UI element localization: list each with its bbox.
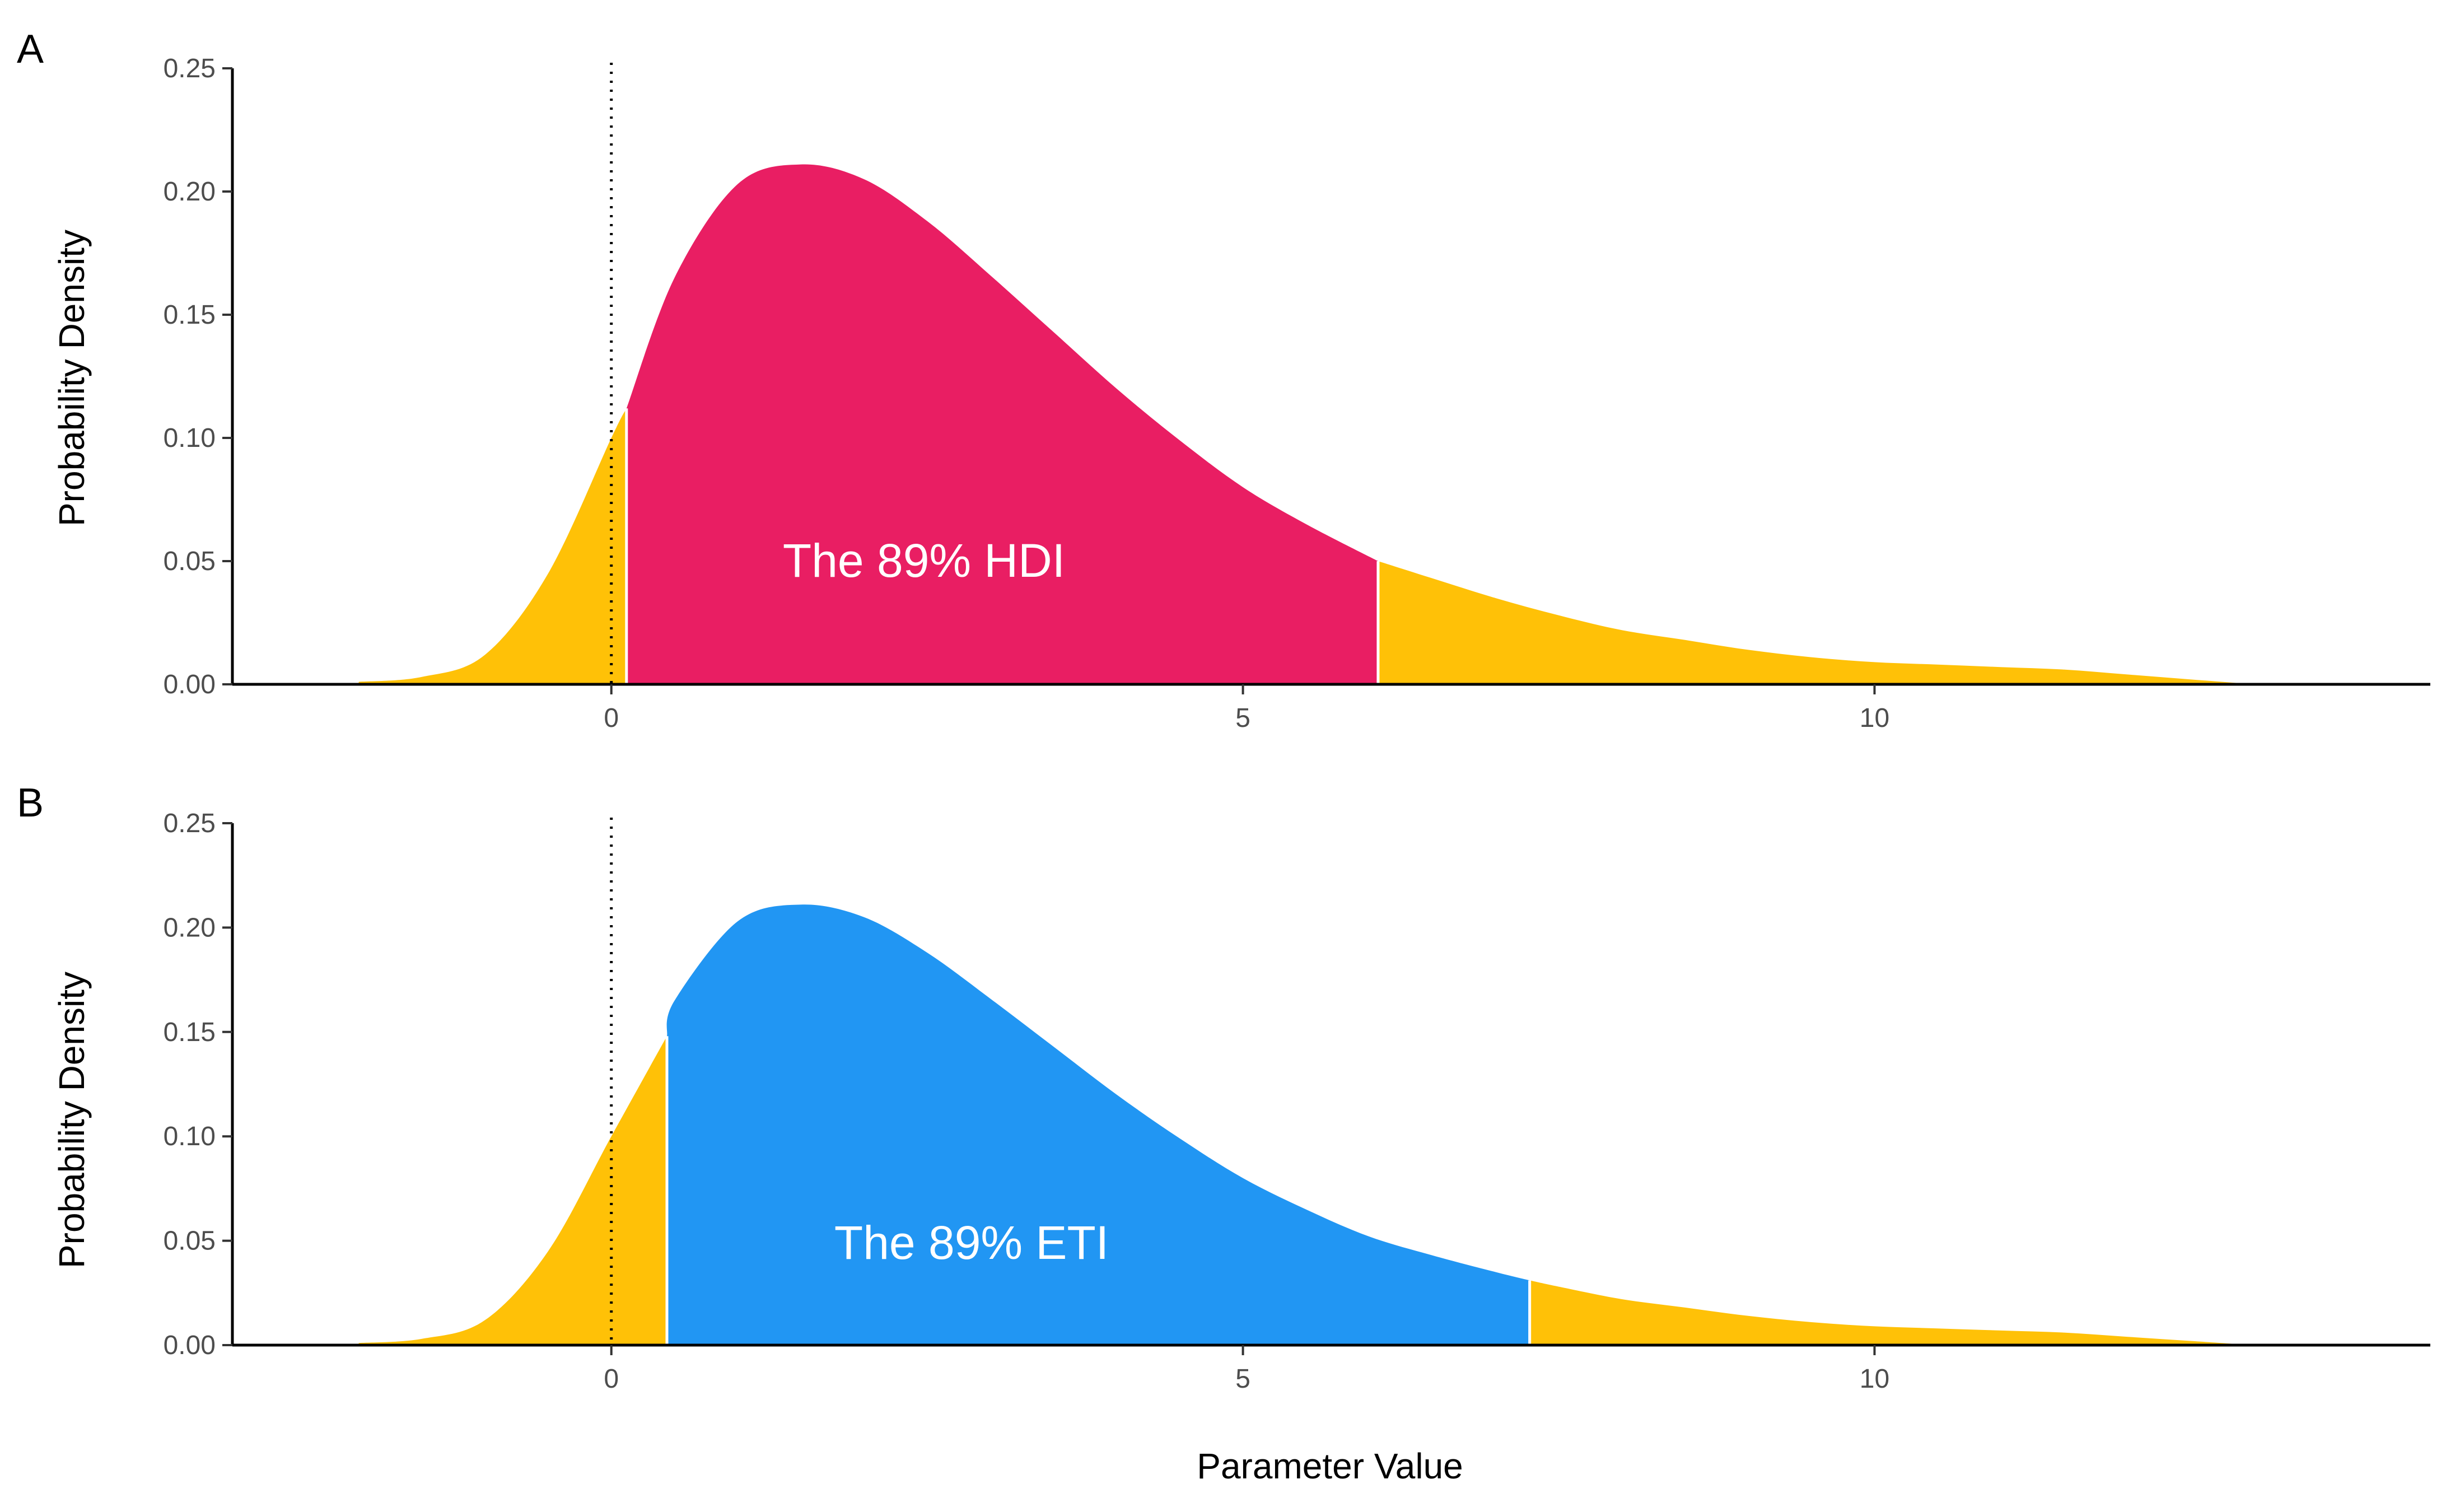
- density-series: [358, 164, 2254, 685]
- y-tick-label: 0.20: [164, 913, 216, 942]
- density-series: [358, 904, 2254, 1345]
- panel-label: A: [17, 27, 44, 72]
- x-tick-label: 5: [1235, 1364, 1250, 1394]
- y-tick-label: 0.05: [164, 547, 216, 576]
- x-tick-label: 0: [604, 703, 619, 733]
- x-tick-label: 10: [1860, 703, 1889, 733]
- interval-area: [666, 904, 1530, 1345]
- y-tick-label: 0.10: [164, 423, 216, 453]
- y-tick-label: 0.25: [164, 809, 216, 838]
- x-axis-title: Parameter Value: [1197, 1446, 1463, 1486]
- panel-a: A Probability Density 0.000.050.100.150.…: [17, 27, 2430, 733]
- panel-label: B: [17, 781, 44, 825]
- y-tick-label: 0.10: [164, 1122, 216, 1151]
- x-tick-label: 0: [604, 1364, 619, 1394]
- y-tick-label: 0.05: [164, 1226, 216, 1256]
- right-tail-area: [1529, 1280, 2254, 1345]
- y-tick-label: 0.00: [164, 1331, 216, 1360]
- x-tick-label: 10: [1860, 1364, 1889, 1394]
- y-axis-title: Probability Density: [52, 230, 92, 526]
- left-tail-area: [358, 408, 627, 684]
- y-tick-label: 0.20: [164, 177, 216, 207]
- y-tick-label: 0.00: [164, 670, 216, 699]
- y-axis-title: Probability Density: [52, 972, 92, 1268]
- panel-b: B Probability Density 0.000.050.100.150.…: [17, 781, 2430, 1394]
- x-tick-label: 5: [1235, 703, 1250, 733]
- left-tail-area: [358, 1036, 667, 1345]
- axes: 0.00 0.05 0.10 0.15 0.20 0.25 0 5 10: [164, 54, 2430, 733]
- y-tick-label: 0.25: [164, 54, 216, 83]
- interval-annotation: The 89% ETI: [834, 1216, 1109, 1269]
- interval-annotation: The 89% HDI: [783, 534, 1065, 587]
- axes: 0.00 0.05 0.10 0.15 0.20 0.25 0 5 10: [164, 809, 2430, 1394]
- right-tail-area: [1378, 561, 2254, 684]
- interval-area: [626, 164, 1378, 685]
- y-tick-label: 0.15: [164, 1018, 216, 1047]
- y-tick-label: 0.15: [164, 300, 216, 330]
